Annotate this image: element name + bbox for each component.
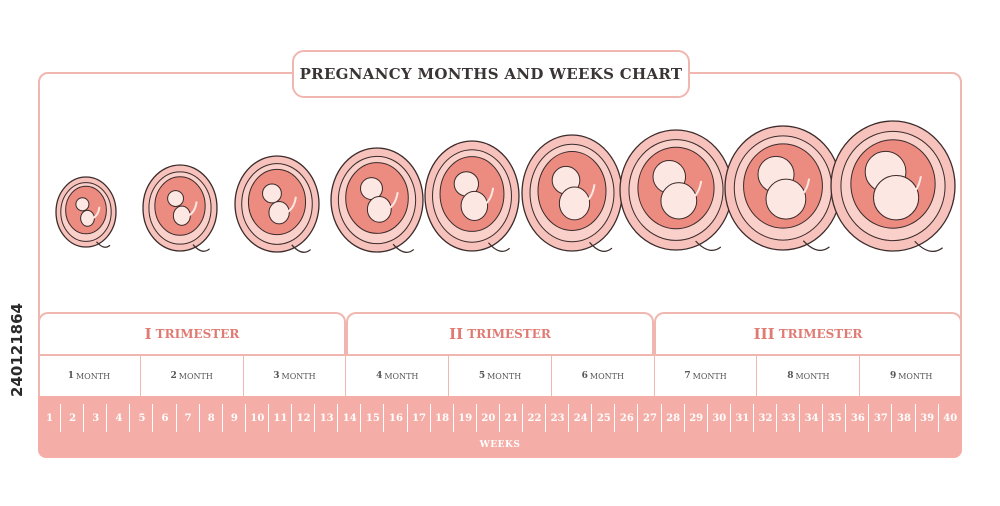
week-cell: 26	[615, 396, 639, 440]
trimester-1-header: I TRIMESTER	[38, 312, 346, 354]
week-cell: 16	[384, 396, 408, 440]
week-cell: 24	[569, 396, 593, 440]
week-cell: 5	[130, 396, 154, 440]
week-cell: 31	[731, 396, 755, 440]
week-cell: 4	[107, 396, 131, 440]
month-cell: 7 MONTH	[655, 356, 758, 396]
week-cell: 29	[685, 396, 708, 440]
week-cell: 21	[500, 396, 524, 440]
week-cell: 13	[315, 396, 339, 440]
trimester-3-header: III TRIMESTER	[654, 312, 962, 354]
month-cell: 2 MONTH	[141, 356, 244, 396]
week-cell: 2	[61, 396, 85, 440]
week-cell: 25	[592, 396, 616, 440]
week-cells: 1 2 3 4 5 6 7 8 9 10 11 12 13 14 15 16 17 18 19 20 21 22 23 24 2…	[38, 396, 962, 440]
month-cell: 5 MONTH	[449, 356, 552, 396]
month-2-embryo-icon	[142, 164, 218, 252]
week-cell: 15	[361, 396, 385, 440]
week-cell: 34	[800, 396, 824, 440]
week-cell: 14	[338, 396, 362, 440]
months-row: 1 MONTH 2 MONTH 3 MONTH 4 MONTH 5 MONTH 6 MONT…	[38, 354, 962, 396]
week-cell: 11	[269, 396, 293, 440]
trimester-1-numeral: I	[144, 325, 152, 343]
trimester-2-label: TRIMESTER	[467, 327, 551, 341]
week-cell: 8	[200, 396, 223, 440]
week-cell: 19	[454, 396, 477, 440]
week-cell: 32	[754, 396, 778, 440]
week-cell: 22	[523, 396, 547, 440]
week-cell: 17	[408, 396, 431, 440]
month-7-fetus-icon	[619, 129, 733, 251]
week-cell: 40	[943, 412, 958, 424]
trimester-3-numeral: III	[753, 325, 775, 343]
week-cell: 23	[546, 396, 570, 440]
month-3-embryo-icon	[234, 155, 320, 253]
month-9-fetus-icon	[830, 120, 956, 253]
month-8-fetus-icon	[724, 125, 842, 251]
week-cell: 10	[246, 396, 270, 440]
week-cell: 30	[708, 396, 731, 440]
month-cell: 4 MONTH	[346, 356, 450, 396]
trimester-1-label: TRIMESTER	[155, 327, 240, 341]
week-cell: 7	[177, 396, 200, 440]
month-cell: 9 MONTH	[889, 371, 933, 381]
month-cell: 3 MONTH	[244, 356, 347, 396]
week-cell: 3	[84, 396, 108, 440]
month-4-fetus-icon	[330, 147, 424, 253]
week-cell: 38	[892, 396, 916, 440]
trimester-2-numeral: II	[449, 325, 464, 343]
week-cell: 20	[477, 396, 500, 440]
week-cell: 18	[431, 396, 454, 440]
week-cell: 27	[638, 396, 662, 440]
month-1-embryo-icon	[55, 176, 117, 248]
chart-title-text: PREGNANCY MONTHS AND WEEKS CHART	[299, 65, 683, 83]
week-cell: 9	[223, 396, 246, 440]
month-cell: 6 MONTH	[552, 356, 655, 396]
weeks-bar: 1 2 3 4 5 6 7 8 9 10 11 12 13 14 15 16 17 18 19 20 21 22 23 24 2…	[38, 396, 962, 458]
week-cell: 39	[916, 396, 939, 440]
month-cell: 1 MONTH	[38, 356, 141, 396]
week-cell: 35	[823, 396, 847, 440]
month-cell: 8 MONTH	[757, 356, 861, 396]
week-cell: 12	[292, 396, 316, 440]
weeks-label: WEEKS	[479, 440, 521, 450]
week-cell: 28	[662, 396, 685, 440]
month-5-fetus-icon	[424, 140, 520, 252]
week-cell: 37	[869, 396, 893, 440]
trimester-2-header: II TRIMESTER	[346, 312, 654, 354]
month-6-fetus-icon	[521, 134, 623, 252]
week-cell: 6	[153, 396, 177, 440]
week-cell: 33	[777, 396, 801, 440]
week-cell: 1	[38, 396, 62, 440]
chart-title: PREGNANCY MONTHS AND WEEKS CHART	[292, 50, 690, 98]
week-cell: 36	[846, 396, 870, 440]
trimester-3-label: TRIMESTER	[778, 327, 863, 341]
